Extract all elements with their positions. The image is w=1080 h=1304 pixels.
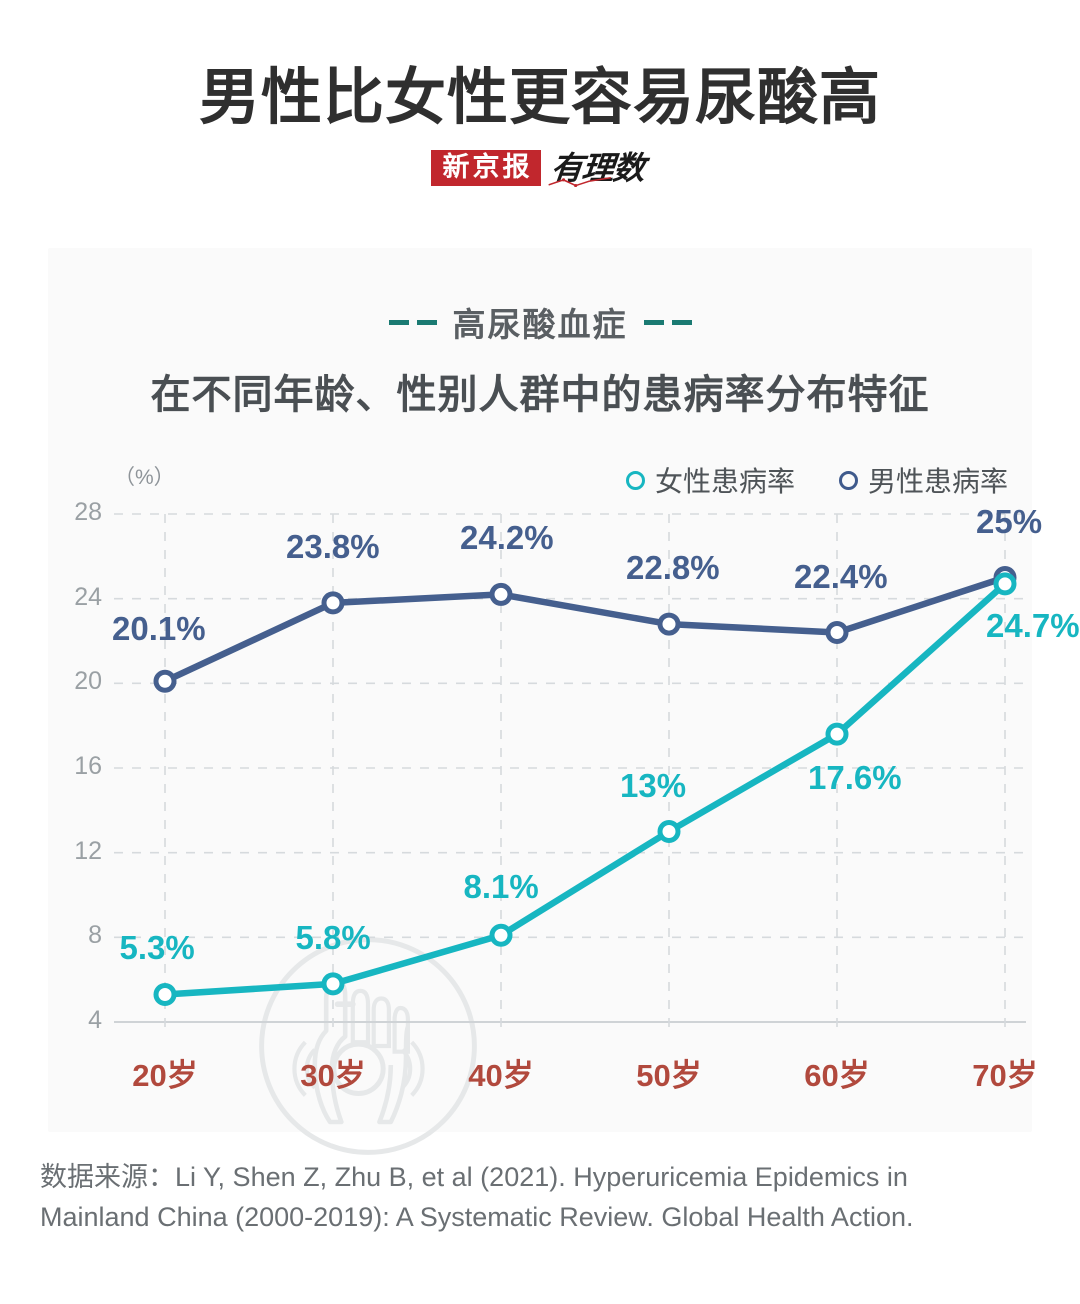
plot-area: （%） 女性患病率 男性患病率 bbox=[48, 248, 1080, 1155]
y-axis-tick-label: 20 bbox=[74, 667, 102, 696]
data-point-label: 5.3% bbox=[119, 929, 195, 967]
x-axis-tick-label: 40岁 bbox=[468, 1058, 534, 1093]
data-point-label: 5.8% bbox=[295, 918, 371, 956]
x-axis-tick-label: 60岁 bbox=[804, 1058, 870, 1093]
y-axis-tick-label: 28 bbox=[74, 498, 102, 526]
chart-eyebrow-label: 高尿酸血症 bbox=[452, 306, 628, 343]
legend-marker-female-icon bbox=[625, 470, 645, 490]
data-point-label: 25% bbox=[976, 502, 1043, 540]
page-header: 男性比女性更容易尿酸高 新京报 有理数 bbox=[0, 0, 1080, 188]
legend-label-female: 女性患病率 bbox=[654, 466, 795, 497]
y-axis-tick-label: 12 bbox=[74, 836, 102, 865]
y-axis-tick-label: 24 bbox=[74, 582, 102, 611]
legend-marker-male-icon bbox=[838, 470, 858, 490]
chart-subtitle: 在不同年龄、性别人群中的患病率分布特征 bbox=[150, 373, 930, 417]
source-note: 数据来源：Li Y, Shen Z, Zhu B, et al (2021). … bbox=[40, 1162, 914, 1232]
brand-logo: 新京报 有理数 bbox=[0, 150, 1080, 188]
legend-label-male: 男性患病率 bbox=[867, 466, 1008, 497]
data-point-label: 24.7% bbox=[986, 606, 1080, 644]
logo-script-youlishu: 有理数 bbox=[546, 150, 650, 188]
dash-left-icon bbox=[388, 319, 437, 325]
data-point-label: 20.1% bbox=[112, 610, 206, 648]
x-axis-tick-label: 70岁 bbox=[972, 1058, 1038, 1093]
dash-right-icon bbox=[643, 319, 692, 325]
y-axis-unit-label: （%） bbox=[114, 466, 175, 489]
chart-card: 高尿酸血症 在不同年龄、性别人群中的患病率分布特征 （%） 女性患病率 男性患病… bbox=[48, 248, 1080, 1155]
data-point-label: 24.2% bbox=[460, 519, 554, 557]
y-axis-tick-label: 16 bbox=[74, 752, 102, 780]
chart-svg bbox=[114, 513, 1026, 1036]
chart-eyebrow: 高尿酸血症 bbox=[48, 298, 1032, 346]
logo-script-text: 有理数 bbox=[549, 150, 647, 187]
data-point-label: 17.6% bbox=[808, 759, 902, 797]
legend-item-female[interactable]: 女性患病率 bbox=[625, 460, 795, 500]
data-point-label: 8.1% bbox=[463, 868, 539, 906]
page-title: 男性比女性更容易尿酸高 bbox=[198, 63, 881, 131]
y-axis-tick-label: 4 bbox=[88, 1006, 102, 1034]
data-point-label: 13% bbox=[620, 766, 687, 804]
x-axis-tick-label: 30岁 bbox=[300, 1058, 366, 1093]
y-axis-tick-label: 8 bbox=[88, 921, 102, 950]
data-point-label: 22.8% bbox=[626, 549, 720, 587]
legend-item-male[interactable]: 男性患病率 bbox=[838, 460, 1008, 500]
data-point-label: 22.4% bbox=[794, 557, 888, 595]
x-axis-tick-label: 50岁 bbox=[636, 1058, 702, 1093]
logo-badge-xinjingbao: 新京报 bbox=[431, 150, 542, 187]
chart-legend: 女性患病率 男性患病率 bbox=[625, 460, 1008, 500]
x-axis-tick-label: 20岁 bbox=[132, 1058, 198, 1093]
data-point-label: 23.8% bbox=[286, 527, 380, 565]
